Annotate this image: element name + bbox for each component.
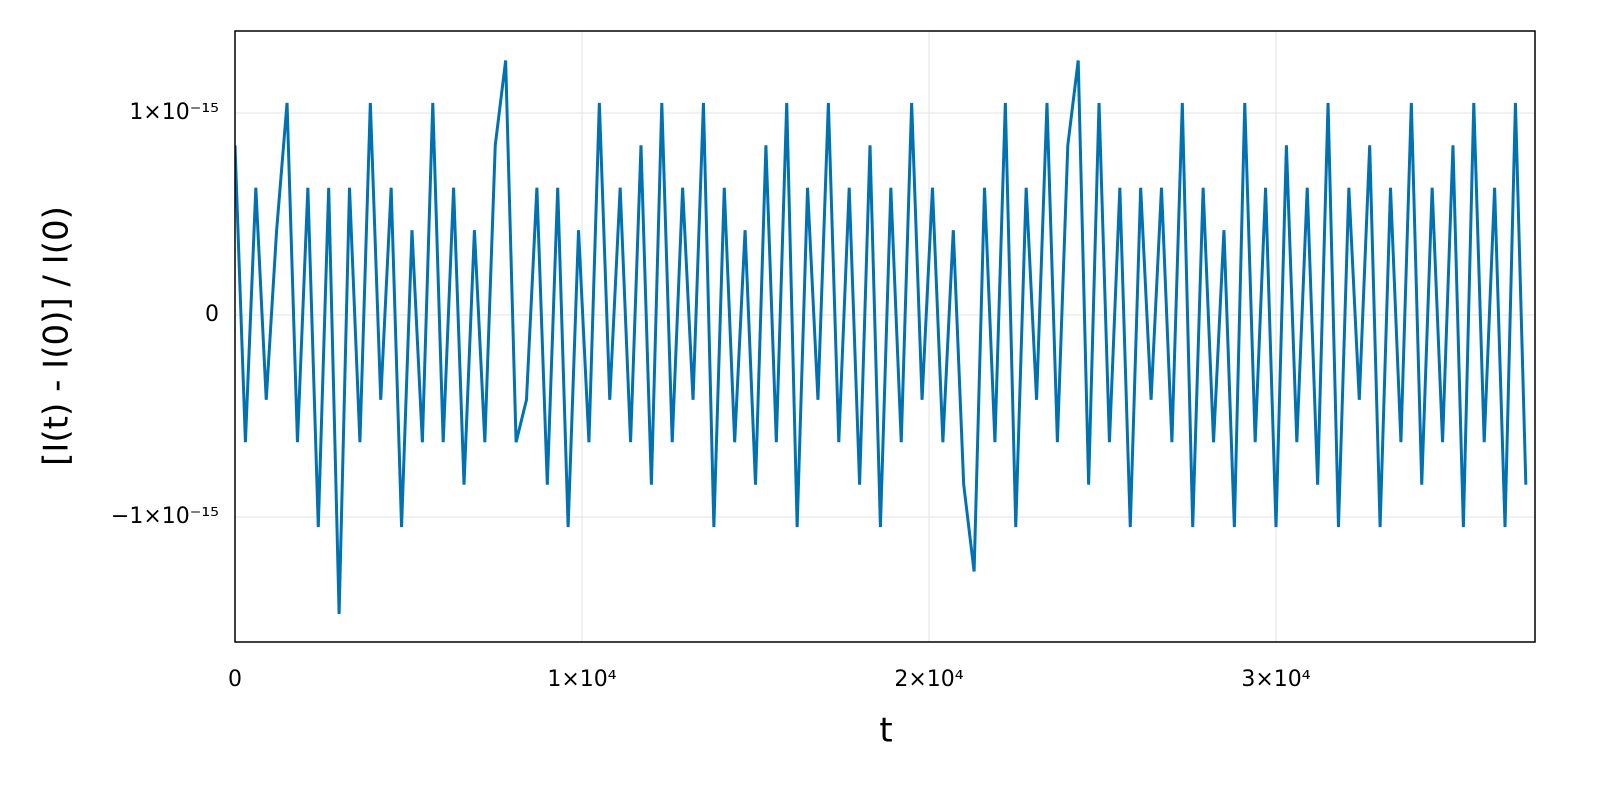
x-tick-label: 1×10⁴	[547, 667, 616, 692]
y-tick-label: −1×10⁻¹⁵	[111, 504, 219, 529]
data-line	[235, 60, 1528, 614]
y-tick-label: 1×10⁻¹⁵	[129, 100, 219, 125]
y-tick-label: 0	[205, 302, 219, 327]
x-tick-label: 0	[228, 667, 242, 692]
plot-frame	[234, 30, 1536, 643]
y-axis-title: [I(t) - I(0)] / I(0)	[37, 206, 77, 466]
x-tick-label: 3×10⁴	[1241, 667, 1310, 692]
x-axis-title: t	[879, 711, 892, 751]
x-tick-label: 2×10⁴	[894, 667, 963, 692]
